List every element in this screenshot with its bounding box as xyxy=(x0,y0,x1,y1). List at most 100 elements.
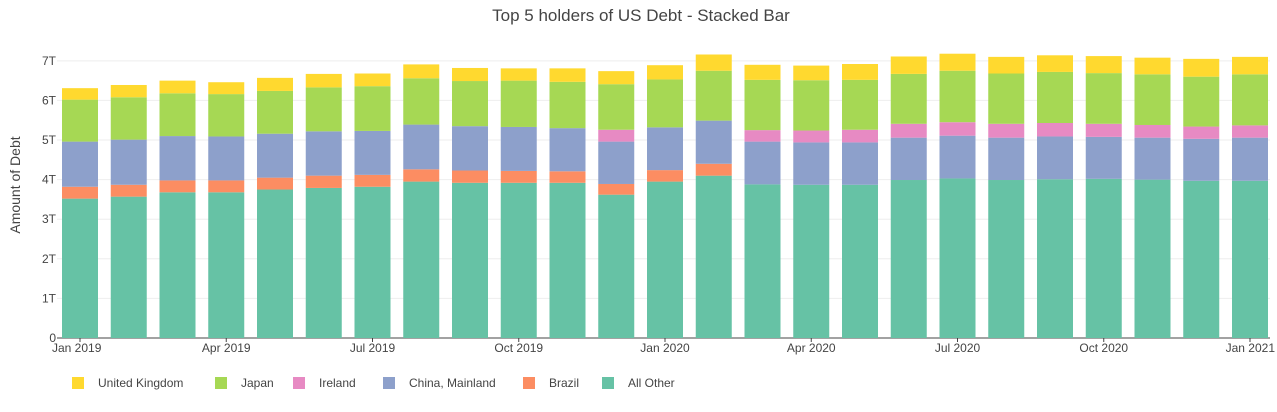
bar-segment-brazil[interactable] xyxy=(452,170,488,183)
bar-segment-brazil[interactable] xyxy=(549,171,586,183)
bar-segment-all-other[interactable] xyxy=(62,198,98,338)
bar-segment-japan[interactable] xyxy=(988,73,1025,124)
bar-segment-china-mainland[interactable] xyxy=(403,124,440,170)
bar-segment-ireland[interactable] xyxy=(1134,124,1171,138)
bar-segment-china-mainland[interactable] xyxy=(1037,136,1073,180)
bar-segment-all-other[interactable] xyxy=(842,184,878,338)
bar-segment-china-mainland[interactable] xyxy=(1232,137,1268,181)
bar-segment-united-kingdom[interactable] xyxy=(1183,58,1220,77)
bar-segment-japan[interactable] xyxy=(1134,74,1171,125)
bar-segment-all-other[interactable] xyxy=(598,194,635,338)
bar-segment-japan[interactable] xyxy=(208,94,245,137)
bar-segment-japan[interactable] xyxy=(1183,76,1220,127)
legend-item-all-other[interactable]: All Other xyxy=(602,376,675,390)
bar-segment-china-mainland[interactable] xyxy=(744,141,781,185)
bar-segment-united-kingdom[interactable] xyxy=(1232,56,1268,75)
bar-segment-united-kingdom[interactable] xyxy=(62,88,98,100)
bar-segment-china-mainland[interactable] xyxy=(988,137,1025,181)
bar-segment-united-kingdom[interactable] xyxy=(744,64,781,80)
bar-segment-united-kingdom[interactable] xyxy=(988,56,1025,74)
legend-item-japan[interactable]: Japan xyxy=(215,376,274,390)
bar-segment-china-mainland[interactable] xyxy=(305,131,342,176)
bar-segment-all-other[interactable] xyxy=(305,187,342,338)
bar-segment-united-kingdom[interactable] xyxy=(403,64,440,79)
legend-item-china-mainland[interactable]: China, Mainland xyxy=(383,376,496,390)
bar-segment-japan[interactable] xyxy=(1037,71,1073,124)
bar-segment-china-mainland[interactable] xyxy=(890,137,927,181)
bar-segment-united-kingdom[interactable] xyxy=(842,64,878,80)
bar-segment-japan[interactable] xyxy=(744,79,781,131)
bar-segment-china-mainland[interactable] xyxy=(208,136,245,181)
bar-segment-united-kingdom[interactable] xyxy=(354,73,391,87)
bar-segment-united-kingdom[interactable] xyxy=(159,80,196,94)
bar-segment-all-other[interactable] xyxy=(695,175,732,338)
bar-segment-all-other[interactable] xyxy=(208,192,245,338)
bar-segment-ireland[interactable] xyxy=(598,129,635,142)
bar-segment-ireland[interactable] xyxy=(1085,123,1122,137)
bar-segment-united-kingdom[interactable] xyxy=(208,82,245,95)
bar-segment-japan[interactable] xyxy=(452,81,488,127)
bar-segment-china-mainland[interactable] xyxy=(939,135,976,179)
bar-segment-brazil[interactable] xyxy=(354,174,391,187)
bar-segment-brazil[interactable] xyxy=(500,170,537,183)
bar-segment-china-mainland[interactable] xyxy=(549,128,586,172)
bar-segment-united-kingdom[interactable] xyxy=(647,65,683,80)
bar-segment-all-other[interactable] xyxy=(939,178,976,338)
bar-segment-brazil[interactable] xyxy=(305,175,342,188)
bar-segment-japan[interactable] xyxy=(110,97,147,140)
bar-segment-all-other[interactable] xyxy=(549,182,586,338)
bar-segment-all-other[interactable] xyxy=(1134,179,1171,338)
bar-segment-brazil[interactable] xyxy=(159,180,196,193)
bar-segment-china-mainland[interactable] xyxy=(500,126,537,171)
bar-segment-china-mainland[interactable] xyxy=(159,136,196,181)
bar-segment-all-other[interactable] xyxy=(1183,180,1220,338)
bar-segment-united-kingdom[interactable] xyxy=(305,73,342,88)
bar-segment-japan[interactable] xyxy=(647,79,683,128)
bar-segment-japan[interactable] xyxy=(257,90,293,134)
bar-segment-china-mainland[interactable] xyxy=(695,120,732,164)
bar-segment-united-kingdom[interactable] xyxy=(257,77,293,91)
bar-segment-brazil[interactable] xyxy=(110,184,147,197)
bar-segment-china-mainland[interactable] xyxy=(452,126,488,171)
bar-segment-china-mainland[interactable] xyxy=(354,130,391,175)
bar-segment-china-mainland[interactable] xyxy=(257,133,293,178)
bar-segment-all-other[interactable] xyxy=(110,196,147,338)
bar-segment-all-other[interactable] xyxy=(500,182,537,338)
bar-segment-brazil[interactable] xyxy=(257,177,293,190)
bar-segment-brazil[interactable] xyxy=(695,163,732,176)
bar-segment-china-mainland[interactable] xyxy=(62,141,98,187)
bar-segment-united-kingdom[interactable] xyxy=(1085,56,1122,74)
bar-segment-ireland[interactable] xyxy=(793,130,830,143)
bar-segment-all-other[interactable] xyxy=(890,180,927,338)
bar-segment-ireland[interactable] xyxy=(744,130,781,142)
bar-segment-china-mainland[interactable] xyxy=(1183,138,1220,181)
legend-item-ireland[interactable]: Ireland xyxy=(293,376,356,390)
bar-segment-japan[interactable] xyxy=(1085,73,1122,124)
bar-segment-united-kingdom[interactable] xyxy=(939,53,976,71)
bar-segment-japan[interactable] xyxy=(842,79,878,130)
bar-segment-china-mainland[interactable] xyxy=(1085,136,1122,179)
bar-segment-all-other[interactable] xyxy=(1232,180,1268,338)
bar-segment-united-kingdom[interactable] xyxy=(890,56,927,74)
bar-segment-united-kingdom[interactable] xyxy=(695,54,732,71)
bar-segment-brazil[interactable] xyxy=(208,180,245,193)
bar-segment-japan[interactable] xyxy=(598,84,635,130)
bar-segment-brazil[interactable] xyxy=(403,169,440,182)
bar-segment-all-other[interactable] xyxy=(159,192,196,338)
bar-segment-japan[interactable] xyxy=(695,70,732,121)
bar-segment-japan[interactable] xyxy=(1232,74,1268,126)
bar-segment-brazil[interactable] xyxy=(647,170,683,182)
bar-segment-all-other[interactable] xyxy=(403,181,440,338)
bar-segment-japan[interactable] xyxy=(793,80,830,131)
bar-segment-japan[interactable] xyxy=(403,78,440,125)
bar-segment-all-other[interactable] xyxy=(354,186,391,338)
bar-segment-brazil[interactable] xyxy=(62,186,98,199)
bar-segment-all-other[interactable] xyxy=(452,182,488,338)
legend-item-brazil[interactable]: Brazil xyxy=(523,376,579,390)
bar-segment-united-kingdom[interactable] xyxy=(549,68,586,82)
bar-segment-china-mainland[interactable] xyxy=(1134,137,1171,180)
bar-segment-brazil[interactable] xyxy=(598,183,635,195)
bar-segment-united-kingdom[interactable] xyxy=(598,71,635,85)
bar-segment-ireland[interactable] xyxy=(890,123,927,138)
bar-segment-all-other[interactable] xyxy=(257,189,293,338)
